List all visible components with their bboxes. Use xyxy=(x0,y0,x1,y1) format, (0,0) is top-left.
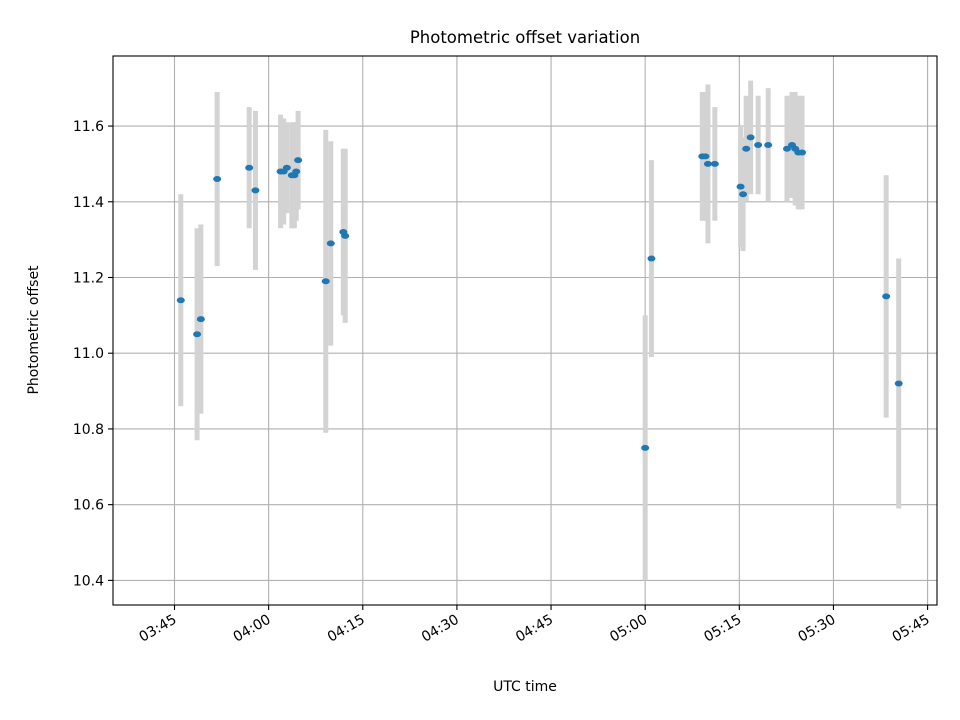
data-point xyxy=(710,160,719,167)
data-point xyxy=(245,164,254,171)
data-point xyxy=(703,160,712,167)
y-tick-label: 10.4 xyxy=(73,573,104,589)
y-tick-label: 11.0 xyxy=(73,346,104,362)
plot-frame xyxy=(112,55,938,606)
data-point xyxy=(176,297,185,304)
data-point xyxy=(213,176,222,183)
y-tick-label: 11.6 xyxy=(73,119,104,135)
y-tick-label: 11.2 xyxy=(73,270,104,286)
data-point xyxy=(894,380,903,387)
data-point xyxy=(196,316,205,323)
data-point xyxy=(736,183,745,190)
x-axis-label: UTC time xyxy=(493,679,557,695)
data-point xyxy=(647,255,656,262)
y-tick-label: 10.6 xyxy=(73,498,104,514)
data-point xyxy=(783,145,792,152)
data-point xyxy=(746,134,755,141)
chart-title: Photometric offset variation xyxy=(410,28,640,47)
data-point xyxy=(321,278,330,285)
data-point xyxy=(282,164,291,171)
data-point xyxy=(294,157,303,164)
data-point xyxy=(739,191,748,198)
data-point xyxy=(882,293,891,300)
data-point xyxy=(326,240,335,247)
data-point xyxy=(754,141,763,148)
data-point xyxy=(292,168,301,175)
data-point xyxy=(193,331,202,338)
data-point xyxy=(764,141,773,148)
data-point xyxy=(251,187,260,194)
data-point xyxy=(341,232,350,239)
data-point xyxy=(641,444,650,451)
y-tick-label: 10.8 xyxy=(73,422,104,438)
data-point xyxy=(701,153,710,160)
data-point xyxy=(798,149,807,156)
data-point xyxy=(742,145,751,152)
data-points xyxy=(176,134,903,451)
y-tick-label: 11.4 xyxy=(73,195,104,211)
y-axis-label: Photometric offset xyxy=(26,265,42,395)
